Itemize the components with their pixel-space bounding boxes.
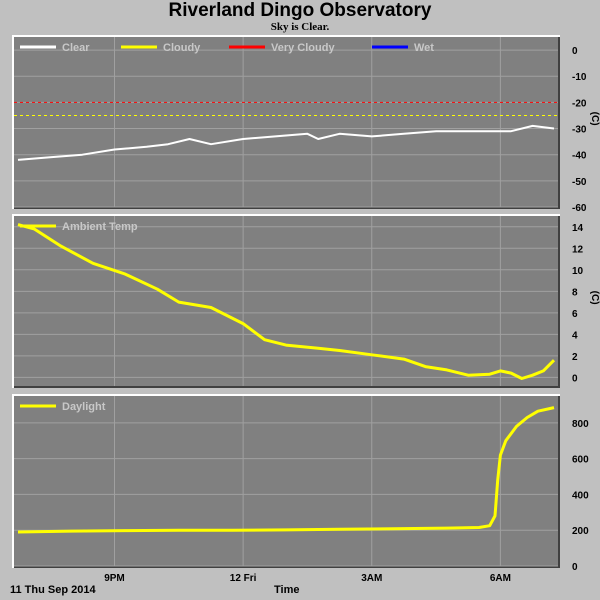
y-tick-label: 600 — [572, 455, 589, 466]
y-tick-label: 2 — [572, 352, 578, 363]
legend-entry: Clear — [62, 42, 90, 54]
y-tick-label: -50 — [572, 177, 587, 188]
y-tick-label: 200 — [572, 526, 589, 537]
panel-background — [14, 37, 558, 207]
x-tick-label: 6AM — [490, 573, 511, 584]
y-tick-label: 400 — [572, 490, 589, 501]
y-axis-label: (C) — [589, 112, 600, 126]
y-tick-label: 800 — [572, 419, 589, 430]
y-tick-label: -10 — [572, 72, 587, 83]
y-axis-label: (C) — [589, 291, 600, 305]
chart-panel-2: 14 12 10 8 6 4 2 0 (C) Ambient Temp — [12, 214, 600, 388]
legend-entry: Daylight — [62, 401, 106, 413]
panel-background — [14, 216, 558, 386]
y-tick-label: -60 — [572, 203, 587, 214]
y-tick-label: -40 — [572, 151, 587, 162]
y-tick-label: -30 — [572, 125, 587, 136]
y-tick-label: 0 — [572, 562, 578, 573]
y-tick-label: 12 — [572, 244, 584, 255]
chart-panel-1: 0 -10 -20 -30 -40 -50 -60 (C) Clear Cloudy Very Cl… — [12, 35, 600, 214]
legend-entry: Very Cloudy — [271, 42, 335, 54]
series-line-daylight — [17, 406, 555, 534]
x-tick-label: 9PM — [104, 573, 125, 584]
chart-panel-3: 800 600 400 200 0 Daylight — [12, 394, 589, 573]
x-axis-label: Time — [274, 584, 300, 596]
page-title: Riverland Dingo Observatory — [168, 0, 432, 21]
series-line-ambient-temp — [17, 223, 556, 380]
x-tick-label: 12 Fri — [230, 573, 257, 584]
sky-status: Sky is Clear. — [270, 21, 330, 33]
y-tick-label: 4 — [572, 330, 578, 341]
y-tick-label: 10 — [572, 266, 584, 277]
legend-entry: Wet — [414, 42, 434, 54]
y-tick-label: 14 — [572, 223, 584, 234]
legend-entry: Ambient Temp — [62, 221, 138, 233]
panel-background — [14, 396, 558, 566]
y-tick-label: -20 — [572, 98, 587, 109]
x-tick-label: 3AM — [361, 573, 382, 584]
date-label: 11 Thu Sep 2014 — [10, 584, 96, 596]
y-tick-label: 8 — [572, 287, 578, 298]
series-line-clear — [17, 124, 555, 161]
y-tick-label: 0 — [572, 46, 578, 57]
y-tick-label: 0 — [572, 373, 578, 384]
y-tick-label: 6 — [572, 309, 578, 320]
legend-entry: Cloudy — [163, 42, 201, 54]
